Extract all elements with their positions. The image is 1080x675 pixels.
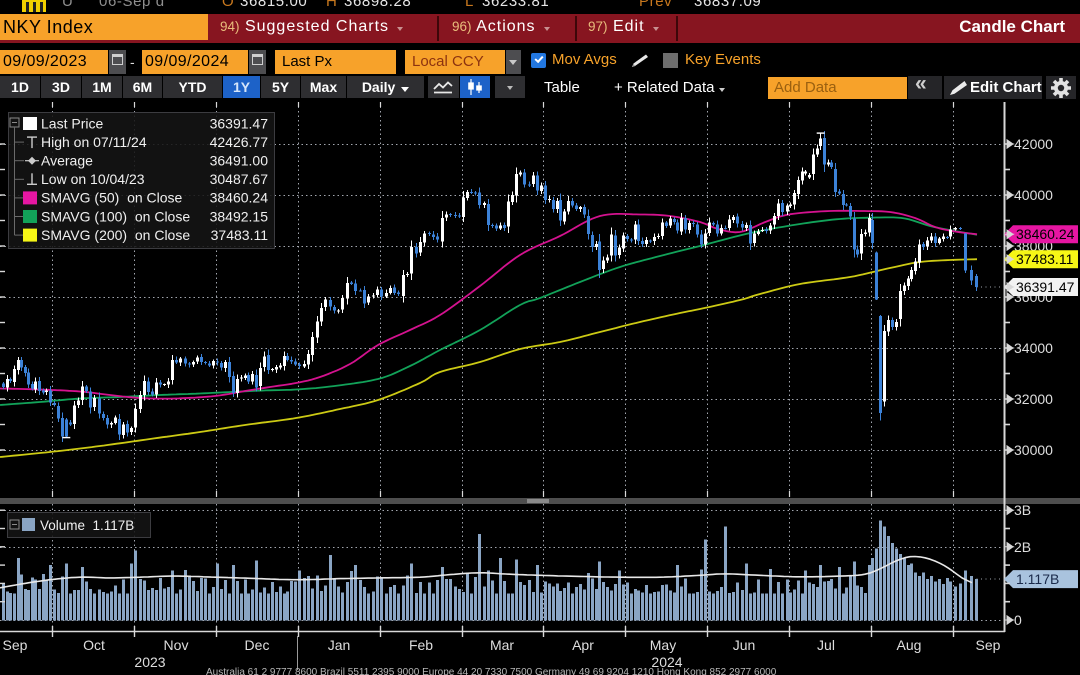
svg-text:0: 0 xyxy=(1014,612,1022,628)
svg-text:Feb: Feb xyxy=(409,637,433,653)
svg-text:30000: 30000 xyxy=(1014,442,1053,458)
svg-text:May: May xyxy=(650,637,676,653)
svg-text:Low on 10/04/23: Low on 10/04/23 xyxy=(41,171,145,187)
svg-text:Jul: Jul xyxy=(817,637,835,653)
svg-text:High on 07/11/24: High on 07/11/24 xyxy=(41,134,147,150)
svg-text:Jan: Jan xyxy=(328,637,351,653)
svg-text:SMAVG (200) on Close: SMAVG (200) on Close xyxy=(41,227,190,243)
svg-text:32000: 32000 xyxy=(1014,391,1053,407)
svg-text:3B: 3B xyxy=(1014,502,1031,518)
svg-text:30487.67: 30487.67 xyxy=(210,171,269,187)
svg-text:38460.24: 38460.24 xyxy=(1016,226,1075,242)
svg-text:1.117B: 1.117B xyxy=(1016,571,1059,587)
svg-text:40000: 40000 xyxy=(1014,187,1053,203)
svg-text:Mar: Mar xyxy=(490,637,514,653)
svg-text:2024: 2024 xyxy=(651,654,682,670)
svg-text:SMAVG (100) on Close: SMAVG (100) on Close xyxy=(41,208,190,224)
svg-text:Dec: Dec xyxy=(245,637,270,653)
svg-text:38460.24: 38460.24 xyxy=(210,190,269,206)
svg-text:36391.47: 36391.47 xyxy=(1016,279,1075,295)
svg-text:42426.77: 42426.77 xyxy=(210,134,269,150)
svg-text:SMAVG (50) on Close: SMAVG (50) on Close xyxy=(41,190,183,206)
svg-text:Nov: Nov xyxy=(164,637,189,653)
svg-text:36391.47: 36391.47 xyxy=(210,115,269,131)
svg-text:Apr: Apr xyxy=(572,637,594,653)
svg-text:Sep: Sep xyxy=(3,637,28,653)
svg-text:38492.15: 38492.15 xyxy=(210,208,269,224)
svg-text:Average: Average xyxy=(41,153,93,169)
svg-text:Sep: Sep xyxy=(976,637,1001,653)
svg-text:2B: 2B xyxy=(1014,539,1031,555)
svg-text:37483.11: 37483.11 xyxy=(1016,251,1074,267)
svg-text:36491.00: 36491.00 xyxy=(210,153,269,169)
svg-text:Last Price: Last Price xyxy=(41,115,103,131)
svg-text:37483.11: 37483.11 xyxy=(211,227,269,243)
svg-text:Jun: Jun xyxy=(733,637,756,653)
svg-text:2023: 2023 xyxy=(134,654,165,670)
svg-text:Volume 1.117B: Volume 1.117B xyxy=(40,518,134,533)
svg-text:Aug: Aug xyxy=(897,637,922,653)
svg-text:Oct: Oct xyxy=(83,637,105,653)
svg-text:42000: 42000 xyxy=(1014,136,1053,152)
svg-text:34000: 34000 xyxy=(1014,340,1053,356)
